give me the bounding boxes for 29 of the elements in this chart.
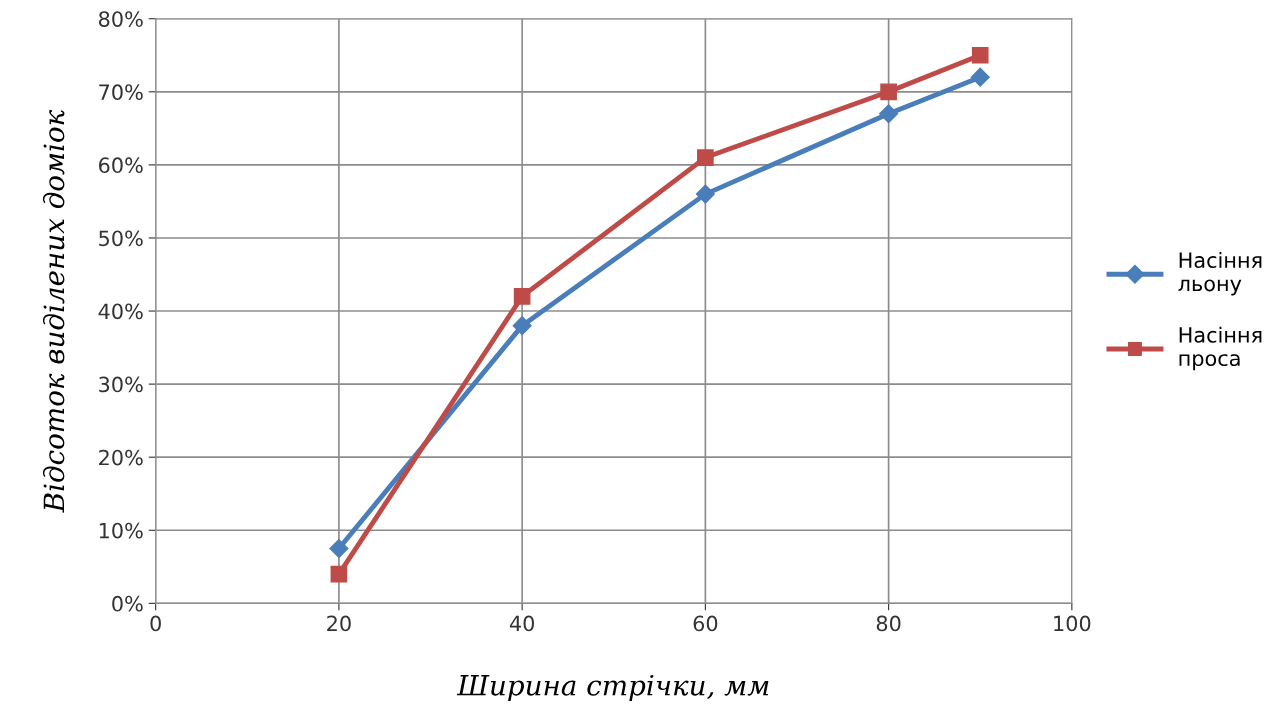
y-tick-label: 30% bbox=[99, 376, 143, 393]
point bbox=[880, 83, 897, 101]
point bbox=[879, 104, 899, 124]
point bbox=[970, 67, 990, 87]
x-axis-title: Ширина стрічки, мм bbox=[456, 674, 769, 702]
y-tick-label: 50% bbox=[99, 230, 143, 247]
x-tick-label: 0 bbox=[150, 615, 161, 632]
y-axis-title: Відсоток виділених доміок bbox=[42, 109, 65, 513]
y-tick-label: 60% bbox=[99, 157, 143, 174]
point bbox=[695, 184, 715, 204]
y-tick-label: 70% bbox=[99, 84, 143, 101]
point bbox=[329, 539, 349, 559]
y-tick-label: 0% bbox=[112, 595, 143, 612]
x-tick-label: 100 bbox=[1054, 615, 1091, 632]
legend-label: Насіння льону bbox=[1178, 251, 1262, 296]
point bbox=[330, 565, 348, 583]
y-tick-label: 20% bbox=[99, 449, 143, 466]
point bbox=[513, 288, 531, 305]
point bbox=[971, 46, 989, 64]
point bbox=[697, 149, 714, 166]
y-tick-label: 80% bbox=[98, 11, 143, 27]
x-tick-label: 80 bbox=[876, 615, 901, 632]
point bbox=[512, 316, 532, 336]
x-tick-label: 40 bbox=[509, 615, 535, 632]
y-tick-label: 40% bbox=[98, 303, 143, 320]
y-tick-label: 10% bbox=[99, 522, 143, 539]
x-tick-label: 60 bbox=[693, 615, 718, 632]
legend-label: Насіння проса bbox=[1179, 326, 1262, 371]
x-tick-label: 20 bbox=[327, 615, 351, 632]
